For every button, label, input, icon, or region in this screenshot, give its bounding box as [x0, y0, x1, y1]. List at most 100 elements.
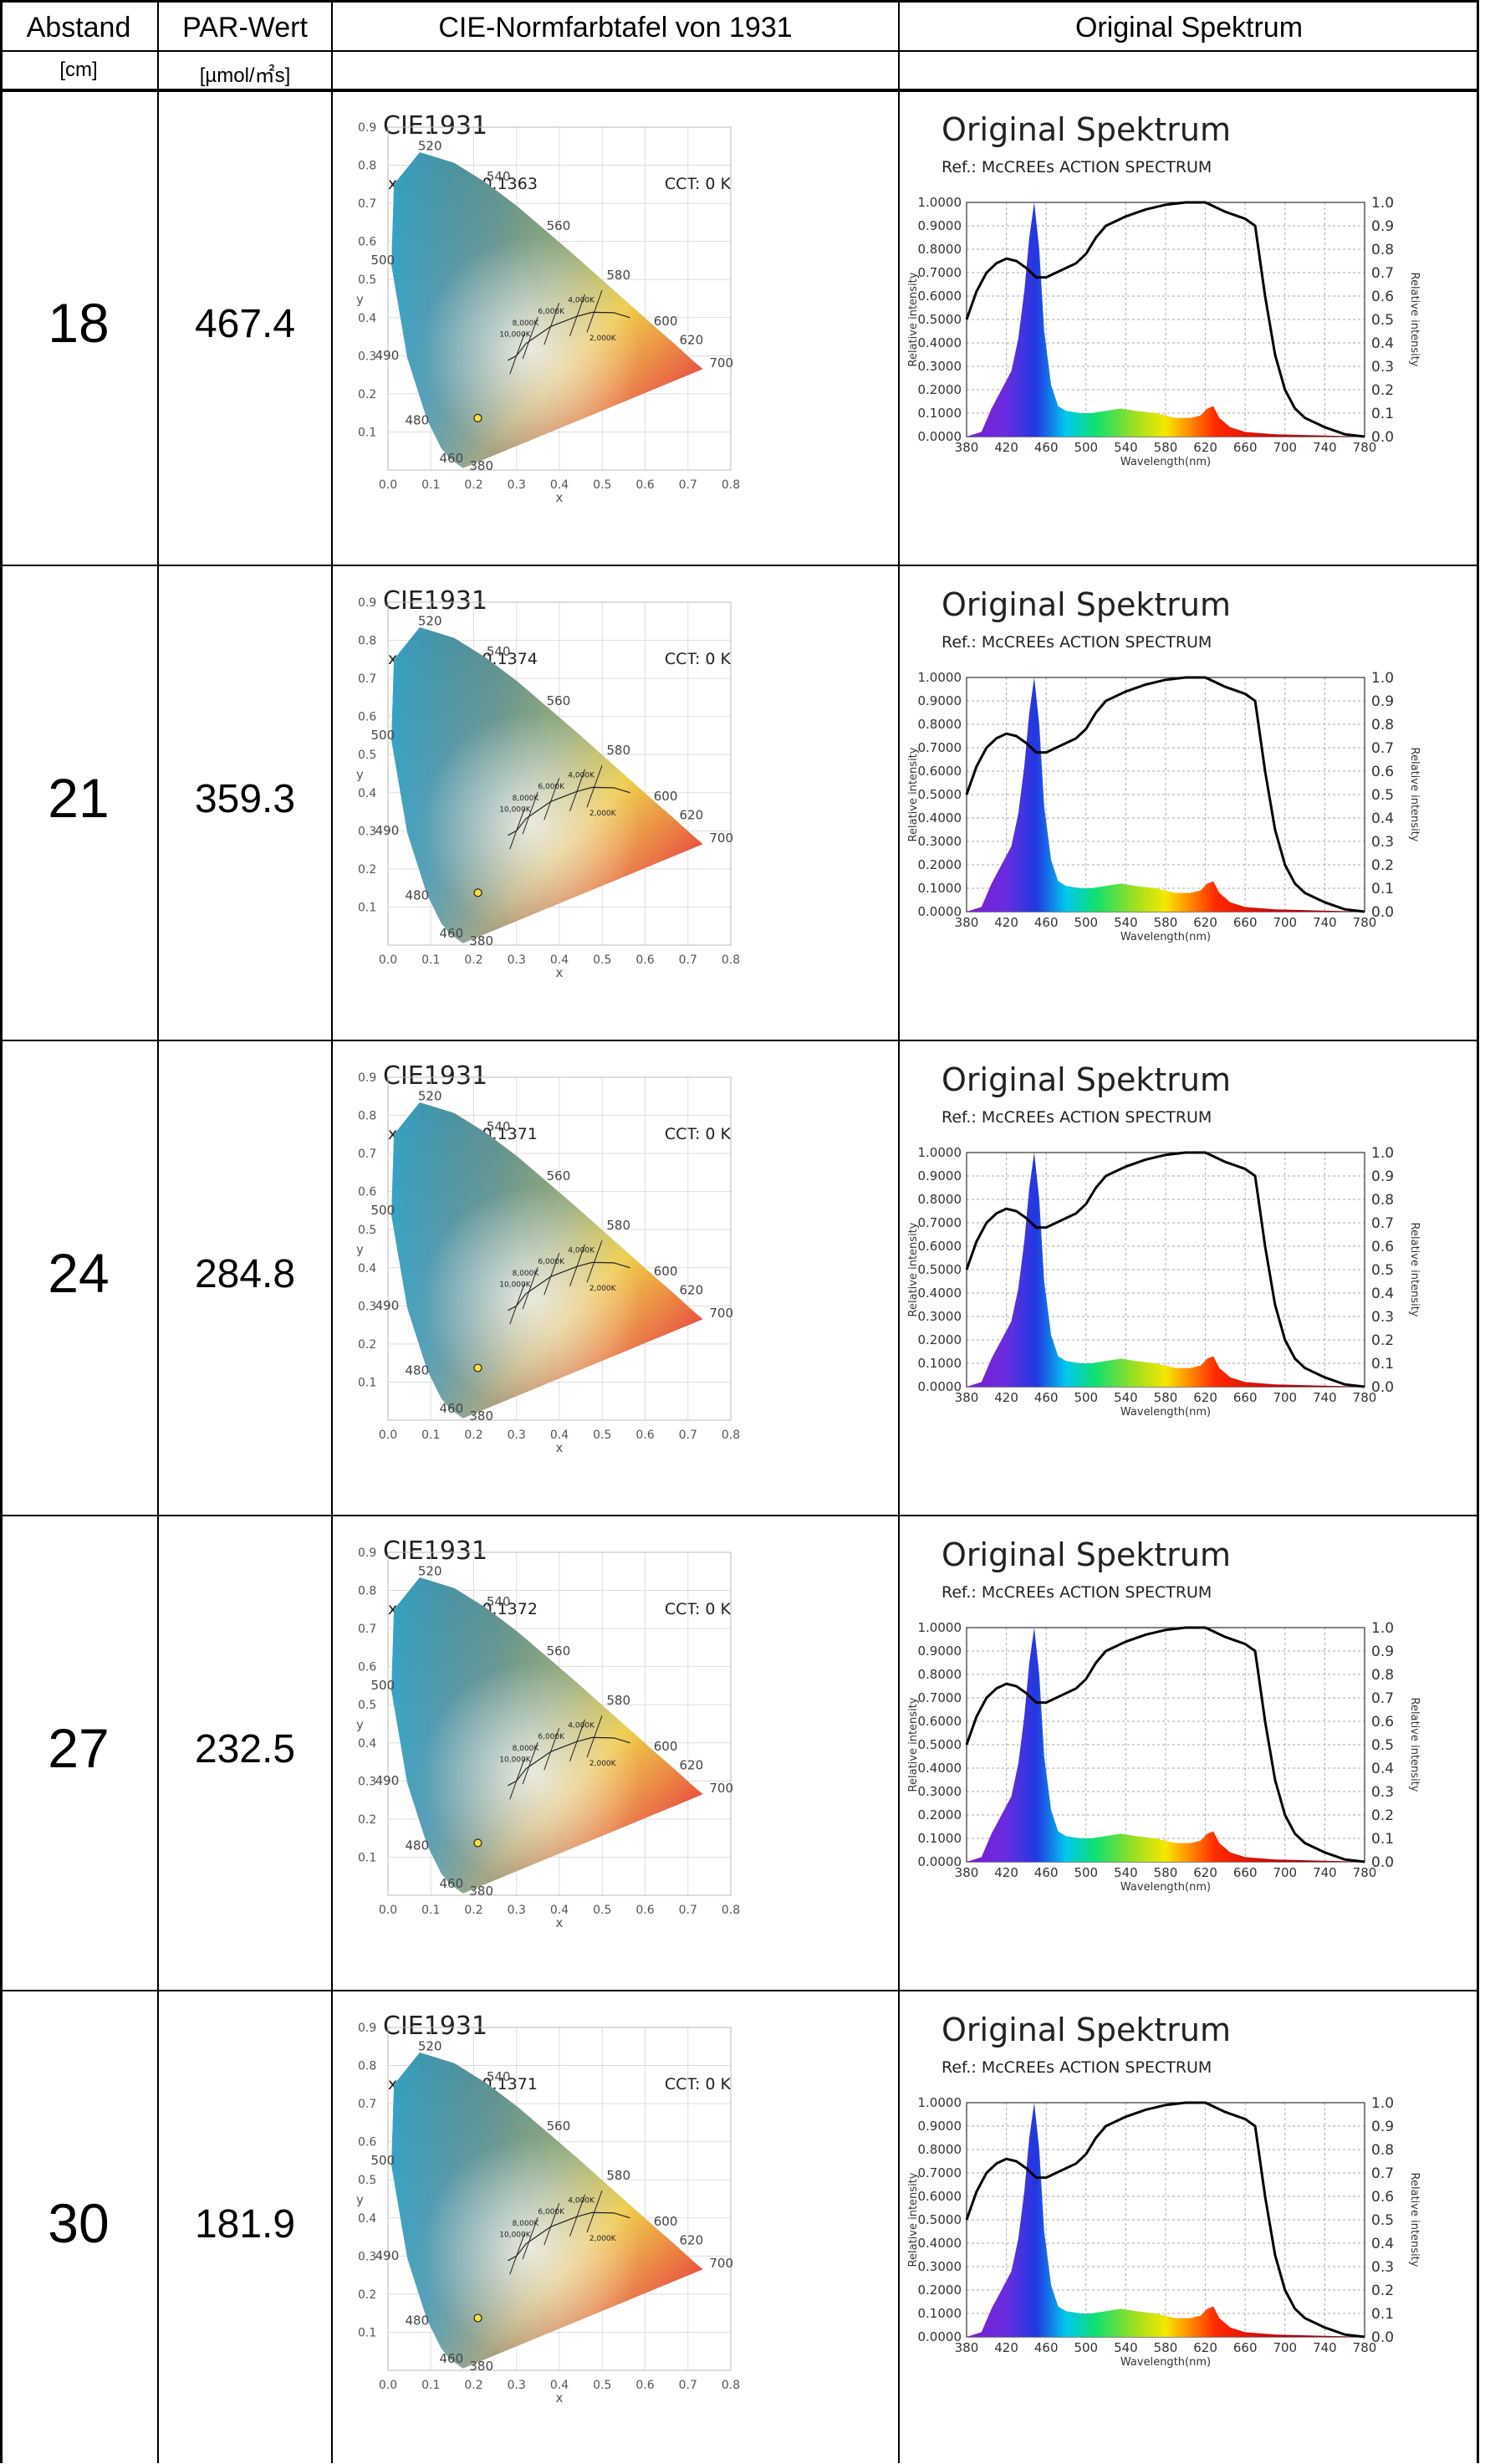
spectrum-right-tick: 0.8 — [1371, 242, 1394, 258]
spectrum-left-tick: 0.1000 — [918, 881, 962, 896]
spectrum-title: Original Spektrum — [942, 1061, 1231, 1098]
wavelength-label: 580 — [606, 268, 630, 283]
wavelength-label: 380 — [469, 1408, 493, 1424]
spectrum-subtitle: Ref.: McCREEs ACTION SPECTRUM — [942, 633, 1212, 652]
unit-distance: [cm] — [59, 59, 98, 81]
spectrum-right-tick: 0.6 — [1371, 2189, 1394, 2206]
spectrum-x-label: Wavelength(nm) — [1120, 931, 1211, 943]
wavelength-label: 600 — [654, 2214, 678, 2229]
cct-label: 8,000K — [513, 795, 540, 803]
cie-y-tick: 0.5 — [358, 1699, 376, 1712]
wavelength-label: 700 — [709, 831, 733, 846]
spectrum-right-tick: 1.0 — [1371, 195, 1394, 212]
distance-cell: 24 — [48, 1242, 110, 1304]
spectrum-x-tick: 500 — [1074, 1390, 1098, 1405]
spectrum-left-tick: 0.8000 — [918, 717, 962, 732]
wavelength-label: 490 — [375, 2248, 400, 2263]
row-divider — [0, 565, 1478, 566]
spectrum-x-tick: 780 — [1353, 440, 1377, 455]
spectrum-right-tick: 0.5 — [1371, 312, 1394, 329]
cie-y-tick: 0.8 — [358, 635, 376, 648]
cie-x-tick: 0.6 — [635, 1904, 654, 1917]
spectrum-x-tick: 380 — [955, 1390, 979, 1405]
cie-x-tick: 0.4 — [550, 2379, 569, 2392]
cct-label: 6,000K — [538, 308, 565, 316]
cie-x-tick: 0.1 — [421, 478, 440, 492]
cie-x-tick: 0.6 — [635, 953, 654, 967]
spectrum-chart: Original Spektrum Ref.: McCREEs ACTION SP… — [907, 586, 1421, 943]
spectrum-left-tick: 0.0000 — [918, 2329, 962, 2344]
wavelength-label: 620 — [680, 1283, 704, 1298]
spectrum-left-tick: 0.0000 — [918, 904, 962, 919]
spectrum-right-tick: 0.0 — [1371, 429, 1394, 446]
spectrum-left-tick: 0.9000 — [918, 218, 962, 233]
wavelength-label: 620 — [680, 333, 704, 348]
spectrum-left-tick: 1.0000 — [918, 670, 962, 685]
cie-y-tick: 0.3 — [358, 350, 376, 363]
cie-title: CIE1931 — [383, 111, 487, 141]
cct-label: 4,000K — [568, 1247, 595, 1255]
spectrum-x-tick: 540 — [1114, 2340, 1138, 2355]
cie-y-tick: 0.2 — [358, 388, 376, 401]
cie-x-tick: 0.4 — [550, 478, 569, 492]
cie-x-tick: 0.1 — [421, 2379, 440, 2392]
wavelength-label: 560 — [547, 2119, 571, 2134]
cct-label: 10,000K — [499, 806, 531, 815]
cct-label: 6,000K — [538, 1733, 565, 1741]
spectrum-chart: Original Spektrum Ref.: McCREEs ACTION SP… — [907, 111, 1421, 468]
spectrum-right-tick: 0.4 — [1371, 1286, 1394, 1302]
spectrum-x-tick: 740 — [1313, 1390, 1337, 1405]
cie-y-tick: 0.7 — [358, 672, 376, 686]
spectrum-left-tick: 0.4000 — [918, 2236, 962, 2251]
wavelength-label: 540 — [487, 1594, 511, 1609]
cie-x-tick: 0.3 — [508, 1429, 526, 1442]
cct-label: 4,000K — [568, 2197, 595, 2206]
cie-x-label: x — [556, 965, 564, 980]
spectrum-left-label: Relative intensity — [907, 1697, 920, 1792]
spectrum-x-tick: 380 — [955, 440, 979, 455]
cct-readout: CCT: 0 K — [665, 1600, 732, 1618]
spectrum-x-tick: 460 — [1034, 1865, 1059, 1880]
spectrum-right-tick: 0.6 — [1371, 1239, 1394, 1255]
header-spectrum: Original Spektrum — [1074, 12, 1304, 43]
led-spectrum-area — [967, 1628, 1365, 1862]
cct-label: 6,000K — [538, 783, 565, 791]
spectrum-right-tick: 0.7 — [1371, 1215, 1394, 1232]
wavelength-label: 460 — [440, 451, 464, 466]
cie-x-tick: 0.0 — [379, 1429, 397, 1442]
cie-title: CIE1931 — [383, 1536, 487, 1566]
cie-y-tick: 0.1 — [358, 426, 376, 439]
cie-y-tick: 0.6 — [358, 1661, 376, 1674]
spectrum-right-tick: 1.0 — [1371, 1145, 1394, 1162]
wavelength-label: 560 — [547, 218, 571, 233]
spectrum-right-tick: 1.0 — [1371, 670, 1394, 687]
par-cell: 181.9 — [194, 2202, 296, 2247]
spectrum-x-tick: 420 — [994, 2340, 1018, 2355]
wavelength-label: 700 — [709, 2256, 733, 2271]
wavelength-label: 500 — [371, 2153, 395, 2168]
led-spectrum-area — [967, 2103, 1365, 2337]
column-divider — [0, 0, 3, 2463]
spectrum-x-tick: 780 — [1353, 1390, 1377, 1405]
cct-label: 4,000K — [568, 1722, 595, 1730]
spectrum-left-tick: 0.6000 — [918, 289, 962, 304]
spectrum-left-tick: 0.0000 — [918, 1854, 962, 1869]
spectrum-right-tick: 0.1 — [1371, 2306, 1394, 2323]
cct-label: 10,000K — [499, 331, 531, 340]
spectrum-left-tick: 0.1000 — [918, 1356, 962, 1371]
cct-label: 8,000K — [513, 1745, 540, 1753]
wavelength-label: 700 — [709, 1781, 733, 1796]
cie-y-tick: 0.2 — [358, 1338, 376, 1352]
spectrum-x-tick: 540 — [1114, 915, 1138, 930]
spectrum-chart: Original Spektrum Ref.: McCREEs ACTION SP… — [907, 2012, 1421, 2369]
distance-cell: 18 — [48, 292, 110, 354]
cie-y-tick: 0.3 — [358, 1775, 376, 1788]
spectrum-left-tick: 0.7000 — [918, 1690, 962, 1705]
spectrum-right-tick: 0.9 — [1371, 1168, 1394, 1185]
wavelength-label: 460 — [440, 1876, 464, 1891]
spectrum-left-tick: 0.3000 — [918, 1784, 962, 1799]
spectrum-left-tick: 0.9000 — [918, 1168, 962, 1183]
par-cell: 232.5 — [194, 1727, 296, 1771]
spectrum-left-tick: 0.9000 — [918, 2119, 962, 2134]
cie-x-tick: 0.2 — [464, 1429, 482, 1442]
